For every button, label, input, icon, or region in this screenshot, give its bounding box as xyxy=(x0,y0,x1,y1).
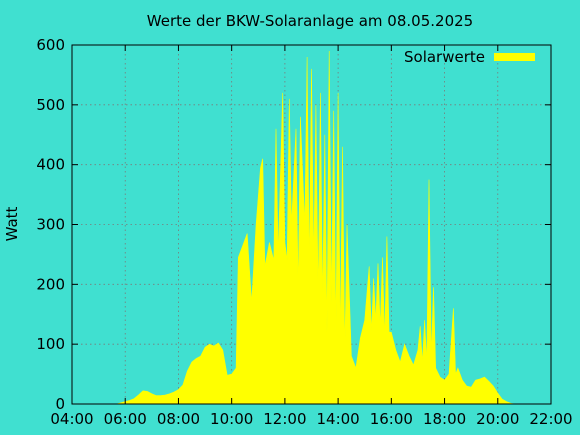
y-tick-label: 500 xyxy=(36,96,65,114)
x-tick-label: 10:00 xyxy=(210,410,253,428)
x-tick-label: 22:00 xyxy=(529,410,572,428)
legend-label: Solarwerte xyxy=(404,48,485,66)
y-axis-label: Watt xyxy=(3,206,21,241)
x-tick-label: 08:00 xyxy=(157,410,200,428)
y-tick-label: 300 xyxy=(36,216,65,234)
axis-ticks: 04:00 06:00 08:00 10:00 12:00 14:00 16:00 18:00… xyxy=(36,36,572,428)
plot-area xyxy=(116,50,516,405)
y-tick-label: 400 xyxy=(36,156,65,174)
y-tick-label: 600 xyxy=(36,36,65,54)
x-tick-label: 20:00 xyxy=(476,410,519,428)
legend: Solarwerte xyxy=(404,48,535,66)
x-tick-label: 16:00 xyxy=(370,410,413,428)
legend-swatch xyxy=(494,53,535,61)
series-area-solarwerte xyxy=(116,50,516,405)
x-tick-label: 06:00 xyxy=(104,410,147,428)
x-tick-label: 12:00 xyxy=(263,410,306,428)
y-tick-label: 0 xyxy=(55,395,65,413)
chart-title: Werte der BKW-Solaranlage am 08.05.2025 xyxy=(147,12,473,30)
x-tick-label: 04:00 xyxy=(50,410,93,428)
y-tick-label: 100 xyxy=(36,335,65,353)
y-tick-label: 200 xyxy=(36,275,65,293)
x-tick-label: 14:00 xyxy=(316,410,359,428)
x-tick-label: 18:00 xyxy=(423,410,466,428)
